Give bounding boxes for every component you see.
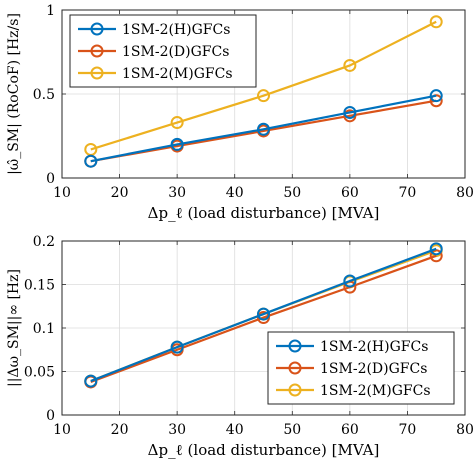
- legend-marker: [288, 339, 302, 353]
- legend-label: 1SM-2(H)GFCs: [320, 339, 428, 355]
- data-point: [343, 274, 357, 288]
- series-line: [90, 20, 437, 151]
- y-axis-label: ||Δω_SM||∞ [Hz]: [6, 269, 22, 387]
- legend-marker: [288, 383, 302, 397]
- x-tick-label: 60: [341, 422, 359, 438]
- data-point: [170, 340, 184, 354]
- legend-marker: [90, 66, 104, 80]
- data-point: [84, 154, 98, 168]
- x-tick-label: 30: [168, 185, 186, 201]
- series-line: [90, 94, 437, 163]
- legend-label: 1SM-2(H)GFCs: [122, 22, 230, 38]
- data-point: [343, 58, 357, 72]
- data-point: [170, 137, 184, 151]
- data-point: [429, 249, 443, 263]
- y-tick-label: 0: [46, 171, 55, 187]
- x-tick-label: 70: [399, 185, 417, 201]
- legend-label: 1SM-2(M)GFCs: [122, 66, 233, 82]
- x-tick-label: 20: [111, 185, 129, 201]
- data-point: [429, 89, 443, 103]
- x-tick-label: 70: [399, 422, 417, 438]
- y-axis-label: |ω̂_SM| (RoCoF) [Hz/s]: [6, 13, 22, 175]
- x-tick-label: 10: [53, 422, 71, 438]
- legend: 1SM-2(H)GFCs 1SM-2(D)GFCs 1SM-2(M)GFCs: [267, 331, 455, 405]
- legend-marker: [90, 22, 104, 36]
- x-tick-label: 60: [341, 185, 359, 201]
- data-point: [257, 307, 270, 321]
- x-tick-label: 30: [168, 422, 186, 438]
- y-tick-label: 0: [46, 408, 55, 424]
- x-tick-label: 50: [283, 422, 301, 438]
- chart-panel-2: 10 20 30 40 50 60 70 80 0 0.05 0.1 0.15 0.2 Δp_ℓ (loa…: [6, 234, 474, 459]
- data-point: [257, 89, 270, 103]
- legend-label: 1SM-2(M)GFCs: [320, 383, 431, 399]
- x-axis-label: Δp_ℓ (load disturbance) [MVA]: [148, 441, 380, 459]
- legend-marker: [90, 44, 104, 58]
- x-tick-label: 40: [226, 185, 244, 201]
- plot-frame: [61, 240, 466, 416]
- data-point: [84, 374, 98, 388]
- y-tick-label: 0.15: [24, 278, 55, 294]
- chart-panel-1: 10 20 30 40 50 60 70 80 0 0.5 1 Δp_ℓ (load disturba…: [6, 3, 474, 222]
- y-tick-label: 0.5: [33, 87, 55, 103]
- data-point: [429, 94, 443, 108]
- x-tick-label: 10: [53, 185, 71, 201]
- legend-label: 1SM-2(D)GFCs: [122, 44, 229, 60]
- legend-label: 1SM-2(D)GFCs: [320, 361, 427, 377]
- data-point: [429, 15, 443, 29]
- series-line: [90, 254, 437, 383]
- data-point: [170, 116, 184, 130]
- legend: 1SM-2(H)GFCs 1SM-2(D)GFCs 1SM-2(M)GFCs: [69, 14, 257, 88]
- x-tick-label: 80: [456, 185, 474, 201]
- x-axis-label: Δp_ℓ (load disturbance) [MVA]: [148, 204, 380, 222]
- plot-frame: [61, 9, 466, 179]
- y-tick-label: 0.1: [33, 321, 55, 337]
- data-point: [429, 242, 443, 256]
- legend-marker: [288, 361, 302, 375]
- y-tick-label: 0.2: [33, 234, 55, 250]
- series-line: [90, 247, 437, 383]
- x-tick-label: 80: [456, 422, 474, 438]
- y-tick-label: 1: [46, 3, 55, 19]
- x-tick-label: 40: [226, 422, 244, 438]
- x-tick-label: 50: [283, 185, 301, 201]
- y-tick-label: 0.05: [24, 365, 55, 381]
- data-point: [257, 311, 270, 325]
- data-point: [257, 122, 270, 136]
- data-point: [343, 105, 357, 119]
- x-tick-label: 20: [111, 422, 129, 438]
